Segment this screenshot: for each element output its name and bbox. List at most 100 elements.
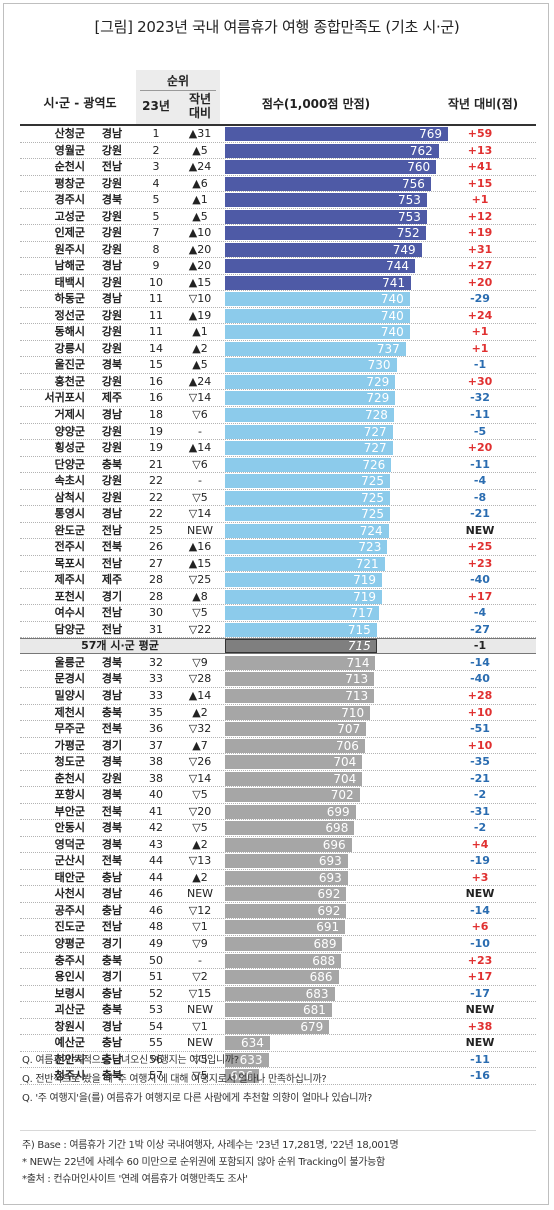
city-label: 서귀포시: [44, 391, 85, 405]
score-label: 707: [337, 722, 361, 737]
footnote: *출처 : 컨슈머인사이트 '연례 여름휴가 여행만족도 조사': [22, 1174, 248, 1185]
diff-value: -8: [473, 490, 487, 504]
score-label: 633: [239, 1052, 263, 1067]
rank-change: ▽2: [192, 970, 208, 984]
rank-change: ▲6: [192, 176, 208, 190]
rank-value: 55: [149, 1036, 163, 1050]
province-label: 충북: [101, 705, 123, 719]
province-label: 경기: [101, 970, 123, 984]
city-label: 포항시: [54, 788, 85, 802]
score-bar: [225, 490, 390, 505]
province-label: 경남: [101, 292, 123, 306]
chart-frame: [3, 3, 549, 1205]
rank-value: 19: [149, 424, 163, 438]
rank-value: 33: [149, 689, 163, 703]
score-bar: [225, 556, 385, 571]
diff-value: -17: [470, 986, 490, 1000]
rank-value: 15: [149, 358, 163, 372]
province-label: 충북: [101, 457, 123, 471]
city-label: 춘천시: [54, 771, 85, 785]
score-bar: [225, 275, 412, 290]
province-label: 경북: [101, 193, 123, 207]
score-bar: [225, 837, 352, 852]
row-divider: [20, 620, 536, 622]
rank-change: ▲1: [192, 325, 208, 339]
rank-change: NEW: [186, 1036, 214, 1050]
score-bar: [225, 689, 375, 704]
row-divider: [20, 604, 536, 606]
city-label: 창원시: [54, 1019, 85, 1033]
diff-value: -16: [470, 1069, 490, 1083]
score-bar: [225, 755, 363, 770]
province-label: 강원: [101, 308, 123, 322]
rank-value: 30: [149, 606, 163, 620]
province-label: 전북: [101, 804, 123, 818]
score-bar: [225, 374, 396, 389]
diff-value: +1: [471, 325, 489, 339]
rank-change: ▲7: [192, 738, 208, 752]
province-label: 강원: [101, 474, 123, 488]
rank-value: 43: [149, 837, 163, 851]
diff-value: +17: [467, 970, 493, 984]
score-bar: [225, 1069, 260, 1084]
score-bar: [225, 540, 388, 555]
diff-value: +4: [471, 837, 489, 851]
rank-value: 25: [149, 523, 163, 537]
rank-change: ▽15: [188, 986, 212, 1000]
diff-value: -14: [470, 903, 490, 917]
province-label: 경남: [101, 887, 123, 901]
score-label: 634: [240, 1036, 264, 1051]
rank-value: 10: [149, 275, 163, 289]
row-divider: [20, 356, 536, 358]
score-label: 688: [312, 953, 336, 968]
province-label: 강원: [101, 490, 123, 504]
score-bar: [225, 341, 406, 356]
row-divider: [20, 554, 536, 556]
province-label: 충북: [101, 953, 123, 967]
score-label: 725: [361, 490, 384, 505]
rank-value: 42: [149, 821, 163, 835]
rank-change: ▽14: [188, 771, 212, 785]
score-label: 760: [407, 160, 431, 175]
score-bar: [225, 573, 383, 588]
province-label: 강원: [101, 226, 123, 240]
row-divider: [20, 455, 536, 457]
city-label: 동해시: [54, 325, 85, 339]
rank-change: ▲2: [192, 705, 208, 719]
rank-change: ▽5: [192, 1069, 208, 1083]
average-label: 57개 시·군 평균: [81, 639, 159, 653]
diff-value: +6: [471, 920, 489, 934]
rank-value: 26: [149, 540, 163, 554]
rank-value: 32: [149, 655, 163, 669]
rank-value: 49: [149, 936, 163, 950]
score-label: 728: [365, 408, 388, 422]
city-label: 안동시: [54, 821, 85, 835]
average-score-label: 715: [347, 639, 371, 654]
rank-change: ▲19: [188, 308, 212, 322]
city-label: 완도군: [54, 523, 85, 537]
city-label: 포천시: [54, 589, 85, 603]
diff-value: +15: [467, 176, 493, 190]
rank-change: ▽22: [188, 622, 212, 636]
rank-value: 8: [152, 242, 160, 256]
score-bar: [225, 804, 356, 819]
rank-change: NEW: [186, 523, 214, 537]
rank-change: NEW: [186, 1003, 214, 1017]
rank-change-header: 작년 대비: [188, 92, 212, 120]
diff-value: -51: [470, 722, 490, 736]
diff-value: -40: [470, 573, 490, 587]
province-label: 충남: [101, 1052, 123, 1066]
score-bar: [225, 1003, 332, 1018]
province-label: 강원: [101, 441, 123, 455]
rank-value: 22: [149, 474, 163, 488]
score-bar: [225, 870, 348, 885]
province-label: 충북: [101, 1069, 123, 1083]
rank-2023-header: 23년: [142, 99, 170, 113]
row-divider: [20, 207, 536, 209]
rank-change: ▽6: [192, 457, 208, 471]
diff-value: NEW: [465, 523, 495, 537]
row-divider: [20, 753, 536, 755]
province-label: 경북: [101, 837, 123, 851]
score-bar: [225, 771, 363, 786]
rank-value: 46: [149, 887, 163, 901]
